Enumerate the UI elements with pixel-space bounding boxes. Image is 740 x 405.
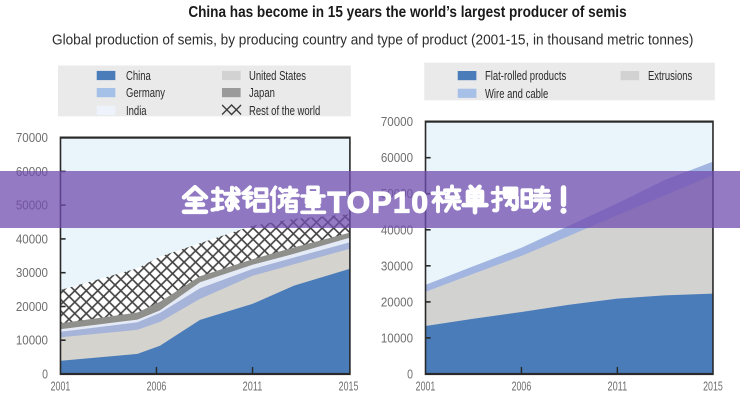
svg-text:10000: 10000 [16,334,48,348]
svg-text:40000: 40000 [16,233,48,247]
svg-text:2011: 2011 [607,380,627,394]
svg-text:70000: 70000 [16,132,48,146]
svg-text:20000: 20000 [16,301,48,315]
svg-text:2006: 2006 [147,380,167,394]
svg-text:Extrusions: Extrusions [648,70,693,84]
svg-text:0: 0 [407,368,413,382]
svg-text:0: 0 [42,368,48,382]
svg-text:2015: 2015 [339,380,359,394]
svg-text:2011: 2011 [243,380,263,394]
svg-text:2015: 2015 [703,380,723,394]
svg-text:United States: United States [249,70,306,84]
svg-text:60000: 60000 [381,152,413,166]
svg-text:20000: 20000 [381,296,413,310]
svg-text:Wire and cable: Wire and cable [485,88,548,102]
svg-text:Rest of the world: Rest of the world [249,105,320,119]
svg-text:2001: 2001 [51,380,71,394]
svg-text:TOP10: TOP10 [328,187,430,220]
svg-text:China has become in 15 years t: China has become in 15 years the world’s… [188,2,626,20]
svg-text:Global production of semis, by: Global production of semis, by producing… [52,31,693,48]
svg-text:30000: 30000 [16,267,48,281]
svg-text:10000: 10000 [381,332,413,346]
svg-text:30000: 30000 [381,260,413,274]
svg-text:India: India [126,105,147,119]
svg-text:Japan: Japan [249,87,275,101]
svg-text:70000: 70000 [381,116,413,130]
svg-text:Germany: Germany [126,87,165,101]
svg-text:Flat-rolled products: Flat-rolled products [485,70,566,84]
svg-text:2006: 2006 [512,380,532,394]
svg-text:2001: 2001 [416,380,436,394]
svg-text:China: China [126,70,151,84]
